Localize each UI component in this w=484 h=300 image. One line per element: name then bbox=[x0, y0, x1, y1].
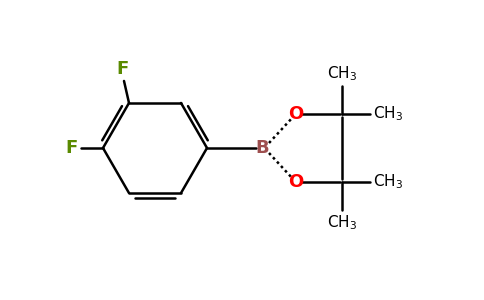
Text: CH$_3$: CH$_3$ bbox=[373, 173, 403, 191]
Text: O: O bbox=[288, 105, 303, 123]
Text: CH$_3$: CH$_3$ bbox=[373, 105, 403, 123]
Text: CH$_3$: CH$_3$ bbox=[327, 213, 357, 232]
Text: F: F bbox=[66, 139, 78, 157]
Text: O: O bbox=[288, 173, 303, 191]
Text: F: F bbox=[116, 60, 128, 78]
Text: B: B bbox=[255, 139, 269, 157]
Text: CH$_3$: CH$_3$ bbox=[327, 64, 357, 83]
